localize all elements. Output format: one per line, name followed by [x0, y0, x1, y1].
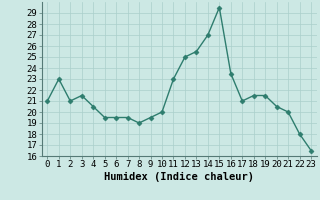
X-axis label: Humidex (Indice chaleur): Humidex (Indice chaleur) [104, 172, 254, 182]
